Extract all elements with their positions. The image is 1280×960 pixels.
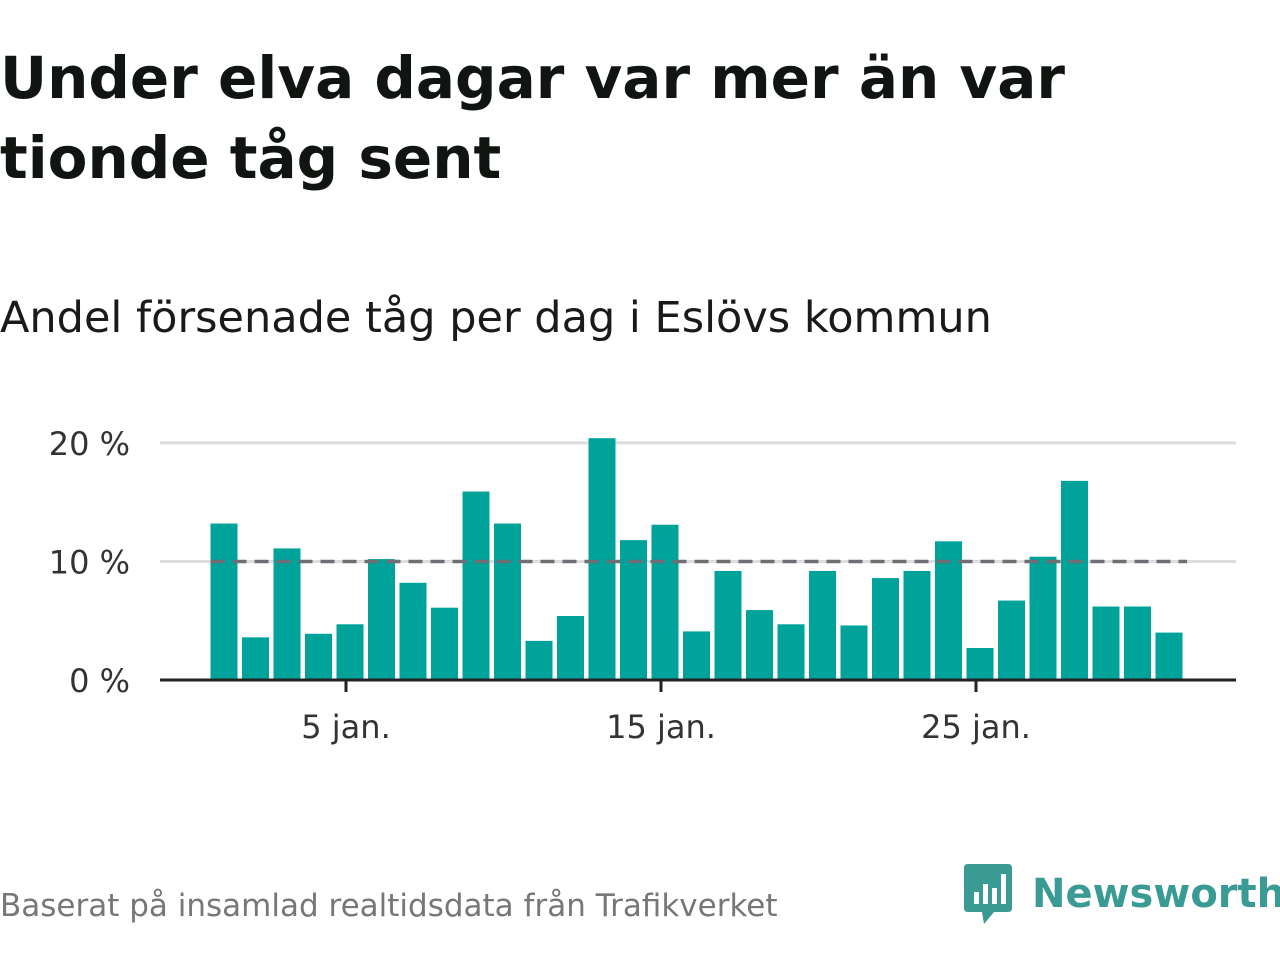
x-tick-label: 5 jan. — [301, 708, 390, 746]
chart-subtitle: Andel försenade tåg per dag i Eslövs kom… — [0, 293, 992, 343]
bar — [935, 541, 962, 680]
bar — [872, 578, 899, 680]
source-note: Baserat på insamlad realtidsdata från Tr… — [0, 888, 778, 924]
bar — [1061, 480, 1088, 680]
bar — [1029, 556, 1057, 680]
newsworthy-logo-icon — [964, 864, 1012, 924]
x-axis-ticks: 5 jan. 15 jan. 25 jan. — [301, 680, 1031, 746]
bar — [998, 600, 1025, 680]
bars — [210, 438, 1183, 680]
bar — [777, 624, 805, 680]
bar — [399, 582, 427, 680]
bar — [840, 625, 868, 680]
bar — [1155, 632, 1183, 680]
bar — [683, 631, 710, 680]
bar — [1124, 606, 1151, 680]
bar — [714, 570, 742, 680]
bar — [557, 615, 584, 680]
bar — [746, 610, 773, 680]
bar — [336, 624, 364, 680]
bar — [210, 523, 238, 680]
bar — [494, 523, 521, 680]
y-tick-label: 20 % — [49, 425, 130, 463]
bar — [525, 640, 553, 680]
brand-name: Newsworthy — [1032, 871, 1280, 917]
brand-logo: Newsworthy — [962, 862, 1280, 926]
bar — [431, 607, 458, 680]
bar — [305, 633, 332, 680]
bar — [368, 559, 395, 680]
bar — [588, 438, 616, 680]
chart-title: Under elva dagar var mer än var tionde t… — [0, 44, 1065, 192]
x-tick-label: 25 jan. — [921, 708, 1031, 746]
bar — [1092, 606, 1120, 680]
bar-chart: 0 % 10 % 20 % 5 jan. 15 jan. 25 jan. — [49, 425, 1236, 746]
bar — [966, 647, 994, 680]
x-tick-label: 15 jan. — [606, 708, 716, 746]
bar — [273, 548, 301, 680]
bar — [242, 637, 269, 680]
y-tick-label: 10 % — [49, 543, 130, 581]
bar — [462, 491, 490, 680]
bar — [809, 570, 836, 680]
y-tick-label: 0 % — [69, 662, 130, 700]
y-axis-ticks: 0 % 10 % 20 % — [49, 425, 130, 700]
bar — [620, 540, 647, 680]
bar — [903, 570, 931, 680]
bar — [651, 524, 679, 680]
